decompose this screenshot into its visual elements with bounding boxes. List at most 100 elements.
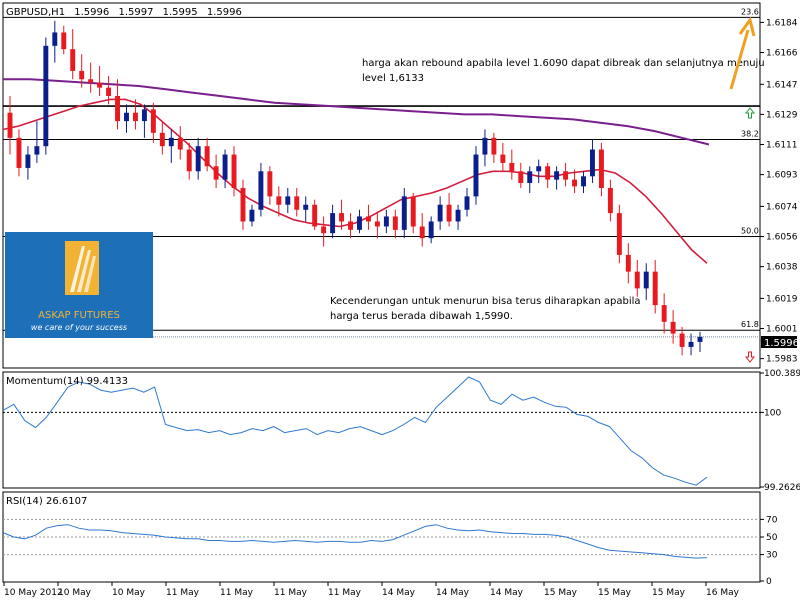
candle-body: [590, 149, 595, 177]
time-tick-label: 11 May: [220, 588, 254, 598]
fib-level-label: 23.6: [741, 7, 759, 16]
candle-body: [410, 196, 416, 227]
rsi-axis: 70 50 30 0: [760, 515, 778, 587]
candle-body: [7, 112, 13, 138]
time-tick-label: 14 May: [490, 588, 524, 598]
candle-body: [365, 216, 371, 222]
time-tick-label: 15 May: [544, 588, 578, 598]
annotation-down-line1: Kecenderungan untuk menurun bisa terus d…: [330, 296, 641, 307]
candle-body: [661, 305, 667, 322]
candle-body: [357, 216, 362, 230]
candle-body: [222, 154, 228, 180]
candle-body: [374, 221, 380, 227]
candle-body: [679, 333, 685, 347]
momentum-tick-label: 100.3893: [764, 369, 800, 379]
candle-body: [321, 226, 327, 234]
candle-body: [428, 221, 434, 239]
price-tick-label: 1.6147: [766, 80, 798, 90]
candle-body: [34, 146, 40, 155]
fib-level-label: 38.2: [741, 129, 759, 138]
candle-body: [141, 109, 147, 122]
rsi-reference-lines: [3, 518, 760, 556]
momentum-tick-label: 100: [764, 408, 781, 418]
candle-body: [249, 209, 255, 222]
candle-body: [79, 70, 85, 80]
current-price-label: 1.5996: [764, 338, 799, 349]
rsi-tick-label: 70: [766, 515, 778, 525]
rsi-tick-label: 50: [766, 533, 778, 543]
main-panel-frame: [2, 2, 761, 369]
price-tick-label: 1.6019: [766, 294, 798, 304]
candle-body: [88, 79, 94, 83]
price-tick-label: 1.6184: [766, 18, 798, 28]
candle-body: [509, 162, 515, 172]
price-tick-label: 1.6111: [766, 141, 798, 151]
candle-body: [258, 171, 264, 210]
rsi-tick-label: 0: [766, 577, 772, 587]
time-tick-label: 15 May: [598, 588, 632, 598]
candle-body: [383, 216, 389, 227]
candle-body: [348, 221, 353, 230]
annotation-rebound-line1: harga akan rebound apabila level 1.6090 …: [362, 58, 765, 69]
momentum-axis: 100.3893 100 99.2626: [760, 369, 800, 493]
up-arrow-icon: [744, 107, 756, 119]
price-tick-label: 1.5983: [766, 355, 798, 365]
company-logo: ASKAP FUTURES we care of your success: [5, 232, 153, 338]
candle-body: [177, 137, 183, 150]
price-tick-label: 1.6001: [766, 325, 798, 335]
candle-body: [150, 109, 156, 133]
candle-body: [545, 166, 551, 180]
candle-body: [25, 154, 31, 168]
candle-body: [598, 149, 604, 189]
fib-level-label: 50.0: [741, 227, 759, 236]
candle-body: [339, 213, 345, 222]
candle-body: [312, 204, 318, 227]
price-axis: 1.6184 1.6166 1.6147 1.6129 1.6111 1.6093 1.60…: [760, 18, 798, 365]
time-tick-label: 14 May: [436, 588, 470, 598]
down-arrow-icon: [744, 351, 756, 363]
price-tick-label: 1.6056: [766, 233, 798, 243]
rsi-line: [2, 524, 708, 559]
price-tick-label: 1.6129: [766, 110, 798, 120]
candle-body: [115, 96, 120, 122]
candlesticks: [7, 20, 703, 356]
candle-body: [563, 171, 569, 180]
candle-body: [625, 254, 631, 272]
price-tick-label: 1.6093: [766, 171, 798, 181]
logo-tagline: we care of your success: [31, 323, 127, 332]
candle-body: [491, 137, 497, 155]
time-tick-label: 10 May: [58, 588, 92, 598]
candle-body: [581, 176, 586, 187]
candle-body: [106, 87, 112, 97]
candle-body: [527, 171, 533, 183]
candle-body: [132, 112, 138, 122]
candle-body: [213, 166, 219, 180]
candle-body: [688, 341, 694, 347]
candle-body: [186, 149, 192, 172]
candle-body: [554, 171, 560, 180]
candle-body: [70, 49, 76, 71]
candle-body: [607, 188, 613, 214]
candle-body: [500, 154, 506, 163]
candle-body: [437, 204, 443, 222]
candle-body: [455, 209, 461, 222]
momentum-panel-frame: [2, 371, 761, 489]
candle-body: [276, 196, 282, 205]
moving-averages: [2, 78, 710, 264]
ma-fast-series: [2, 98, 708, 264]
candle-body: [464, 196, 470, 210]
candle-body: [482, 137, 488, 155]
candle-body: [97, 82, 103, 88]
momentum-series: [2, 376, 708, 486]
logo-emblem: [65, 241, 99, 295]
momentum-line: [2, 376, 708, 486]
logo-name: ASKAP FUTURES: [38, 310, 120, 321]
annotation-rebound-line2: level 1,6133: [362, 73, 424, 84]
momentum-tick-label: 99.2626: [764, 483, 800, 493]
candle-body: [204, 146, 210, 167]
time-tick-label: 10 May: [112, 588, 146, 598]
ma-slow-series: [3, 78, 710, 146]
candle-body: [518, 171, 524, 183]
upward-projection-arrow-icon: [729, 16, 756, 90]
